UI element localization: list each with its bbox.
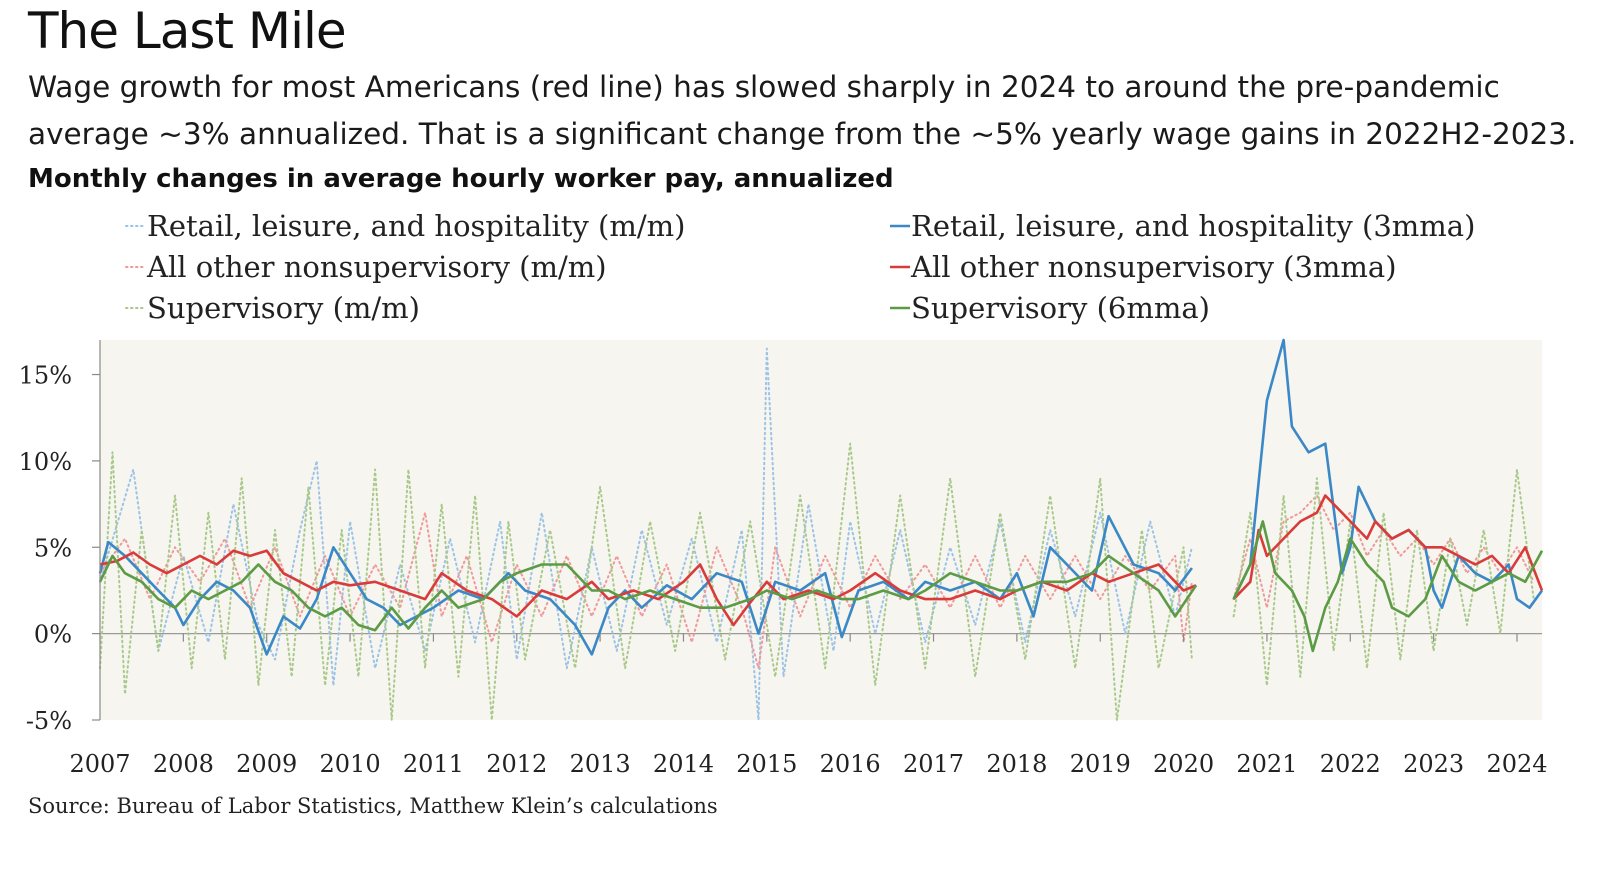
y-tick-label: 10% <box>19 448 72 476</box>
plot-background <box>100 340 1542 720</box>
legend-item-1: Retail, leisure, and hospitality (m/m) <box>125 209 685 243</box>
x-tick-label: 2012 <box>486 750 547 778</box>
page-subtitle: Wage growth for most Americans (red line… <box>28 70 1577 151</box>
legend-label: All other nonsupervisory (m/m) <box>146 250 607 284</box>
x-tick-label: 2015 <box>736 750 797 778</box>
legend-label: All other nonsupervisory (3mma) <box>910 250 1397 284</box>
series-line-6 <box>98 520 1544 653</box>
series-line-1 <box>99 347 1193 721</box>
x-tick-label: 2011 <box>403 750 464 778</box>
chart-title: Monthly changes in average hourly worker… <box>28 164 894 194</box>
x-tick-label: 2017 <box>903 750 964 778</box>
series-line-3 <box>99 494 1535 670</box>
legend-item-3: All other nonsupervisory (m/m) <box>125 250 607 284</box>
legend-item-2: Retail, leisure, and hospitality (3mma) <box>890 209 1475 243</box>
page-title: The Last Mile <box>28 2 347 60</box>
legend-label: Supervisory (6mma) <box>911 291 1210 325</box>
y-tick-label: -5% <box>26 707 72 735</box>
x-tick-label: 2010 <box>320 750 381 778</box>
legend-label: Retail, leisure, and hospitality (m/m) <box>147 209 685 243</box>
x-tick-label: 2024 <box>1486 750 1547 778</box>
y-tick-label: 15% <box>19 362 72 390</box>
legend-label: Supervisory (m/m) <box>147 291 420 325</box>
x-tick-label: 2009 <box>236 750 297 778</box>
y-tick-label: 0% <box>34 621 72 649</box>
x-tick-label: 2020 <box>1153 750 1214 778</box>
x-tick-label: 2023 <box>1403 750 1464 778</box>
legend-item-5: Supervisory (m/m) <box>125 291 420 325</box>
x-tick-label: 2022 <box>1320 750 1381 778</box>
x-tick-label: 2008 <box>153 750 214 778</box>
y-tick-label: 5% <box>34 534 72 562</box>
source-note: Source: Bureau of Labor Statistics, Matt… <box>28 794 718 818</box>
x-tick-label: 2019 <box>1070 750 1131 778</box>
x-tick-label: 2013 <box>570 750 631 778</box>
legend-label: Retail, leisure, and hospitality (3mma) <box>911 209 1475 243</box>
wage-growth-line-chart: -5% 0% 5% 10% 15% 2007 2008 2009 2010 2011 2012 201… <box>19 209 1548 778</box>
x-tick-label: 2021 <box>1236 750 1297 778</box>
x-tick-label: 2016 <box>820 750 881 778</box>
legend-item-4: All other nonsupervisory (3mma) <box>890 250 1397 284</box>
legend-item-6: Supervisory (6mma) <box>890 291 1210 325</box>
series-line-5 <box>99 442 1535 721</box>
x-tick-label: 2007 <box>69 750 130 778</box>
x-tick-label: 2018 <box>986 750 1047 778</box>
x-tick-label: 2014 <box>653 750 714 778</box>
